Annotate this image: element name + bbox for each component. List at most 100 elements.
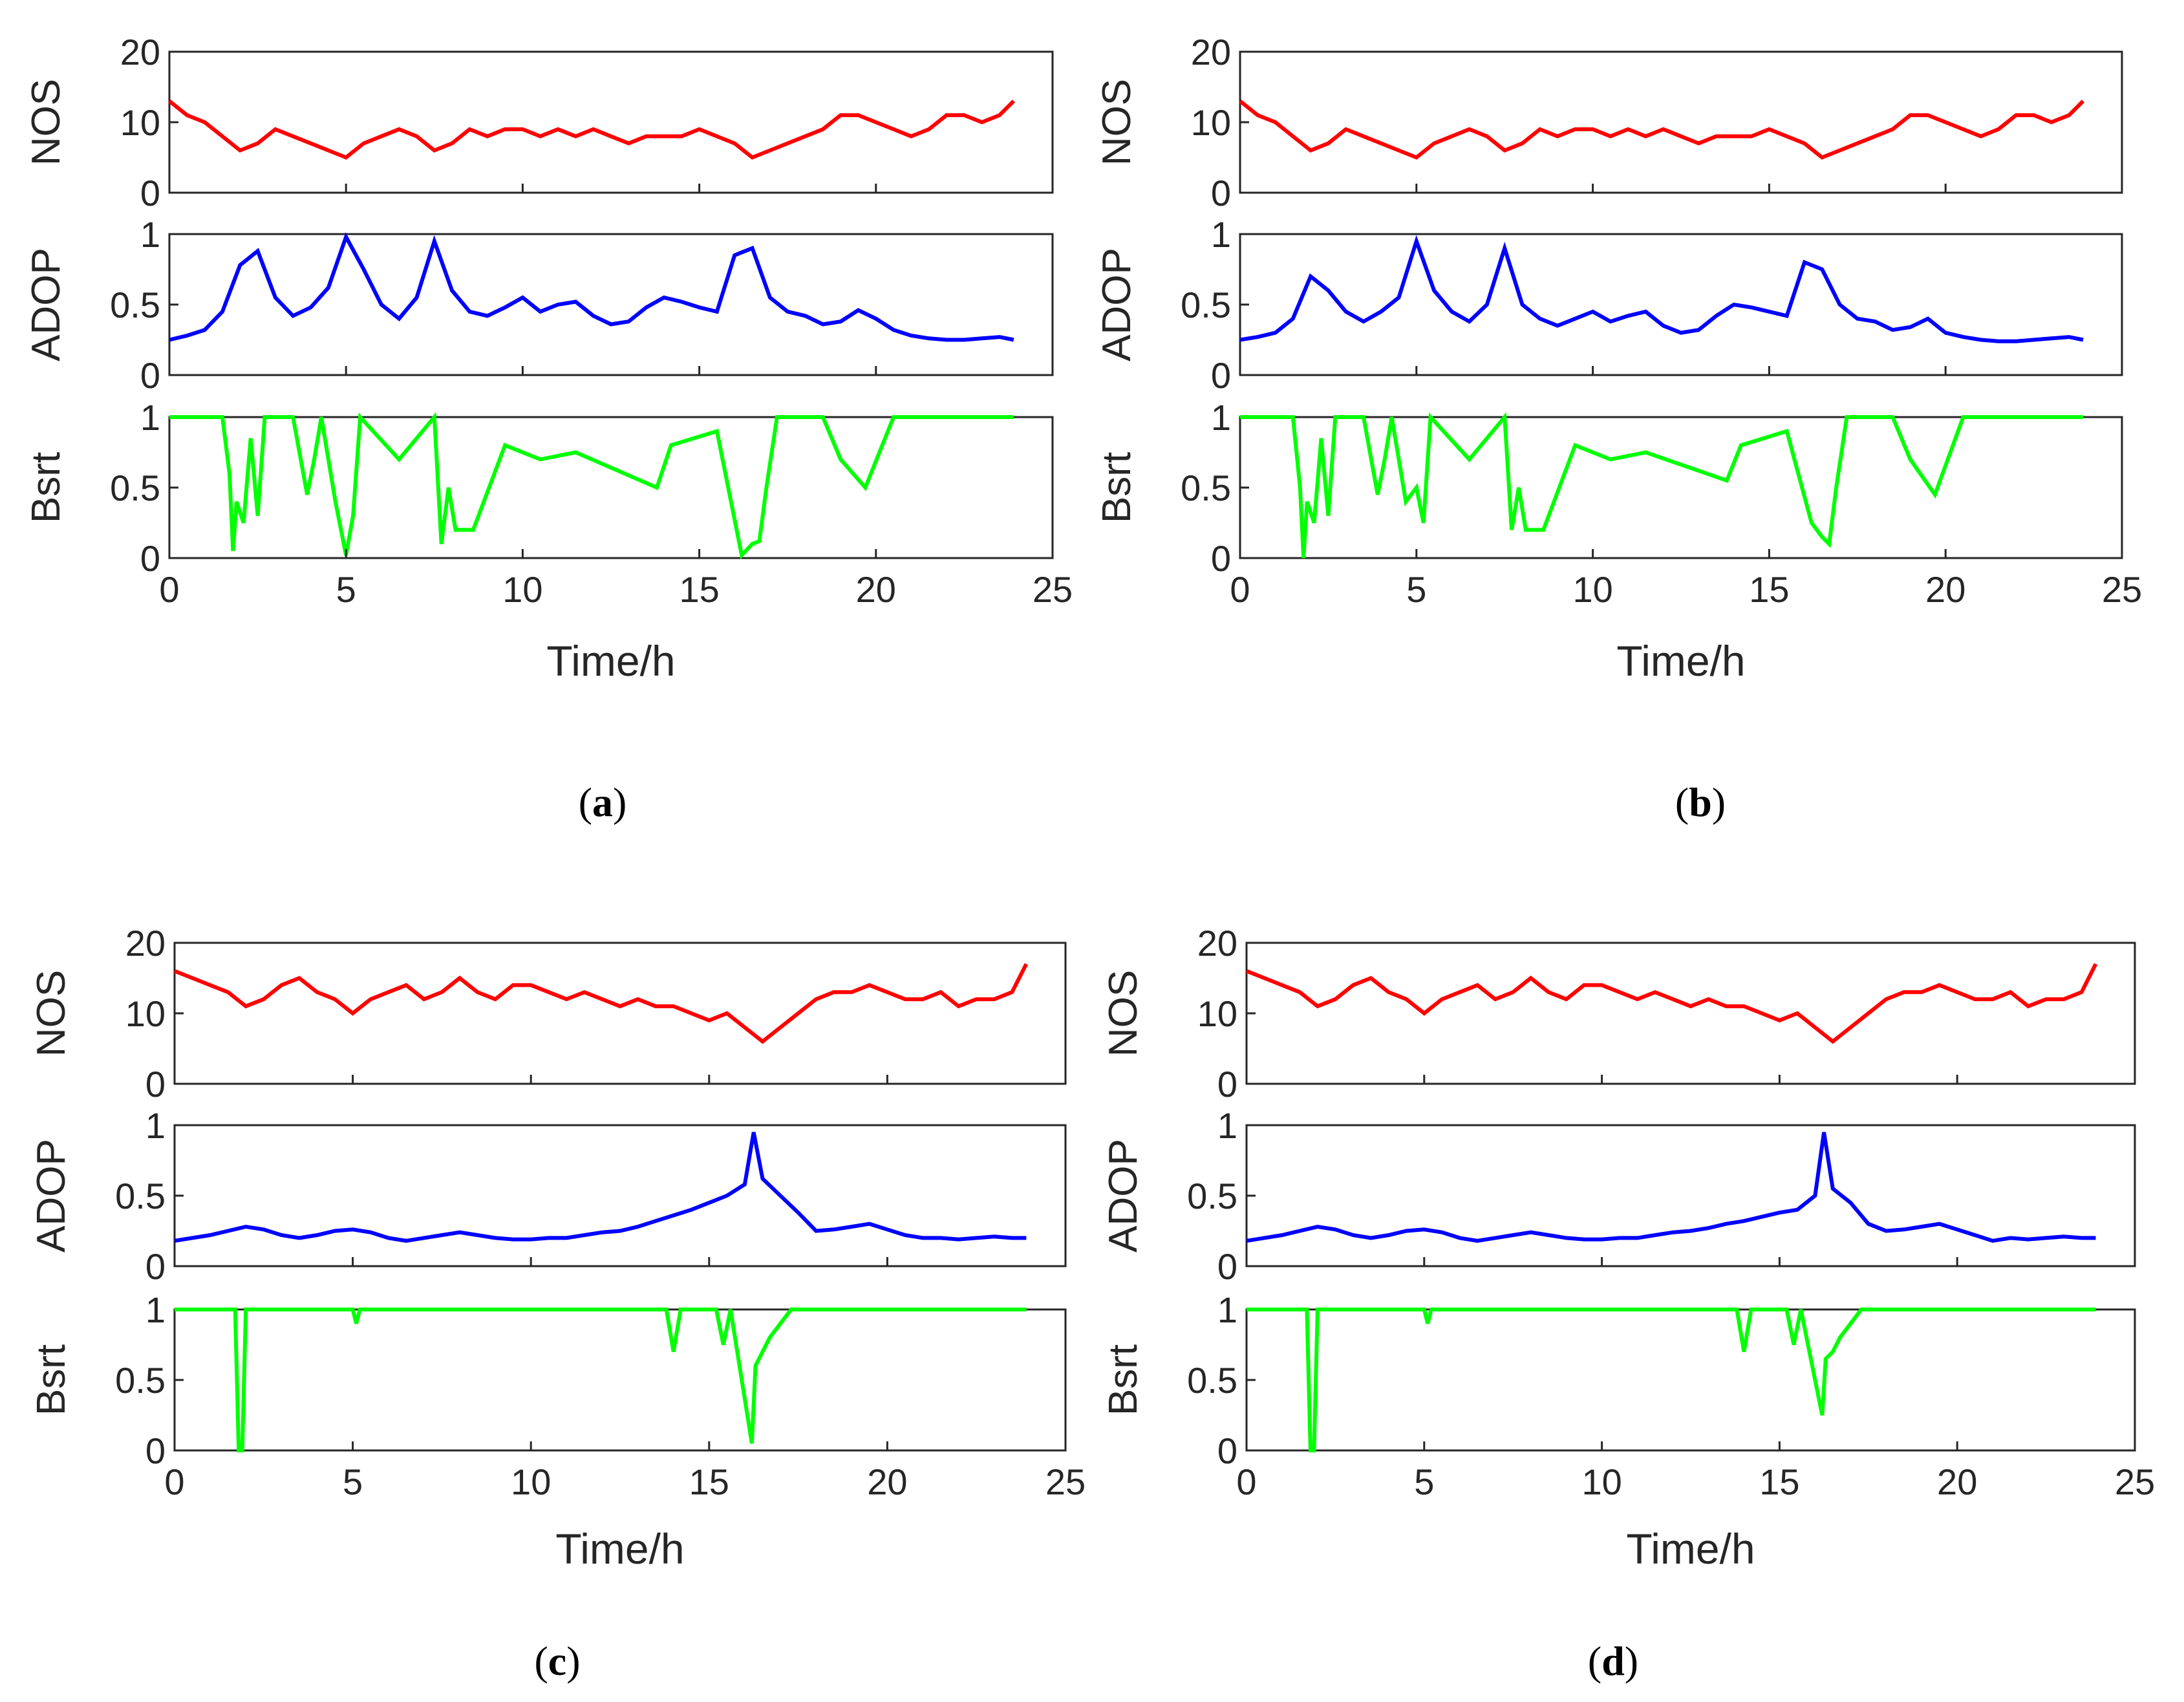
x-tick-label: 25 [1033,569,1073,610]
y-axis-label: NOS [1101,970,1146,1057]
x-tick-label: 5 [343,1461,363,1502]
x-tick-label: 10 [511,1461,551,1502]
x-tick-label: 5 [1406,569,1426,610]
axes-frame [1245,1124,2136,1267]
y-axis-label: ADOP [1095,248,1139,361]
y-tick-label: 0.5 [110,468,160,508]
y-tick-label: 10 [1197,993,1237,1034]
panel-c: 0 10 20 NOS 0 0.5 1 ADOP 0 0.5 1 Bsrt 0 5 10 15 20 25 Time… [29,923,1086,1684]
axes-frame [173,942,1067,1085]
y-tick-label: 0 [1217,1064,1237,1104]
axes-frame [173,1308,1067,1452]
series-line-bsrt [175,1308,1027,1452]
x-tick-label: 25 [1045,1461,1086,1502]
x-tick-label: 0 [1236,1461,1256,1502]
axes-frame [168,50,1054,194]
axes-frame [1245,942,2136,1085]
y-axis-label: NOS [24,79,69,166]
series-line-nos [1245,963,2098,1044]
x-tick-label: 5 [336,569,356,610]
axes-adop: 0 0.5 1 ADOP [29,1105,1067,1287]
series-line-adop [1246,1132,2096,1243]
x-tick-label: 5 [1414,1461,1434,1502]
y-tick-label: 0.5 [110,285,160,325]
y-tick-label: 20 [1197,923,1237,964]
axes-frame [1245,1308,2136,1452]
y-tick-label: 1 [145,1289,166,1330]
x-tick-label: 20 [1937,1461,1977,1502]
y-tick-label: 0.5 [1181,468,1231,508]
axes-frame [1239,233,2123,376]
y-axis-label: NOS [1095,79,1139,166]
series-line-nos [1239,99,2085,160]
y-tick-label: 0.5 [1181,285,1231,325]
x-tick-label: 25 [2115,1461,2155,1502]
y-tick-label: 0 [140,173,160,213]
series-line-bsrt [1247,1308,2096,1452]
x-tick-label: 0 [1230,569,1250,610]
x-axis-label: Time/h [546,637,675,685]
y-tick-label: 1 [140,397,160,438]
y-axis-label: Bsrt [1101,1344,1146,1416]
y-tick-label: 10 [1191,102,1231,143]
x-tick-label: 0 [164,1461,184,1502]
x-tick-label: 15 [679,569,719,610]
axes-frame [1239,416,2123,559]
axes-adop: 0 0.5 1 ADOP [24,214,1054,396]
series-line-bsrt [169,412,1014,559]
panel-d: 0 10 20 NOS 0 0.5 1 ADOP 0 0.5 1 Bsrt 0 5 10 15 20 25 Time… [1101,923,2155,1684]
y-tick-label: 0 [145,1430,166,1471]
x-tick-label: 15 [689,1461,729,1502]
y-tick-label: 1 [1211,214,1231,255]
y-tick-label: 1 [1217,1289,1237,1330]
panel-a: 0 10 20 NOS 0 0.5 1 ADOP 0 0.5 1 Bsrt 0 5 10 15 20 25 Time… [24,32,1073,825]
y-tick-label: 0.5 [1187,1360,1237,1401]
y-tick-label: 20 [120,32,160,72]
x-axis-label: Time/h [1616,637,1745,685]
axes-nos: 0 10 20 NOS [29,923,1067,1104]
series-line-adop [169,232,1014,342]
panel-caption: (b) [1675,779,1726,825]
y-tick-label: 0 [1211,355,1231,396]
x-tick-label: 15 [1759,1461,1799,1502]
panel-caption: (a) [579,779,627,825]
axes-nos: 0 10 20 NOS [1101,923,2136,1104]
x-tick-label: 0 [159,569,179,610]
y-tick-label: 20 [125,923,166,964]
y-tick-label: 1 [140,214,160,255]
y-tick-label: 0 [1211,173,1231,213]
y-tick-label: 10 [125,993,166,1034]
x-tick-label: 10 [1581,1461,1622,1502]
y-axis-label: ADOP [29,1139,74,1253]
y-tick-label: 0 [1211,538,1231,579]
y-tick-label: 0.5 [1187,1176,1237,1216]
y-tick-label: 10 [120,102,160,143]
y-tick-label: 0 [140,355,160,396]
axes-frame [173,1124,1067,1267]
axes-frame [168,233,1054,376]
y-axis-label: ADOP [24,248,69,361]
y-tick-label: 0 [145,1246,166,1287]
panel-b: 0 10 20 NOS 0 0.5 1 ADOP 0 0.5 1 Bsrt 0 5 10 15 20 25 Time… [1095,32,2142,825]
y-tick-label: 1 [1211,397,1231,438]
y-tick-label: 0 [1217,1246,1237,1287]
series-line-nos [168,99,1016,160]
y-tick-label: 20 [1191,32,1231,72]
x-tick-label: 20 [867,1461,907,1502]
panel-caption: (d) [1588,1638,1638,1684]
y-axis-label: ADOP [1101,1139,1146,1253]
axes-frame [1239,50,2123,194]
series-line-adop [174,1132,1027,1243]
y-tick-label: 0.5 [115,1176,166,1216]
x-axis-label: Time/h [555,1525,684,1573]
x-tick-label: 25 [2102,569,2142,610]
y-tick-label: 1 [1217,1105,1237,1146]
y-axis-label: NOS [29,970,74,1057]
axes-adop: 0 0.5 1 ADOP [1095,214,2123,396]
axes-adop: 0 0.5 1 ADOP [1101,1105,2136,1287]
y-tick-label: 0 [145,1064,166,1104]
x-tick-label: 20 [856,569,896,610]
axes-nos: 0 10 20 NOS [24,32,1054,213]
y-axis-label: Bsrt [1095,452,1139,523]
